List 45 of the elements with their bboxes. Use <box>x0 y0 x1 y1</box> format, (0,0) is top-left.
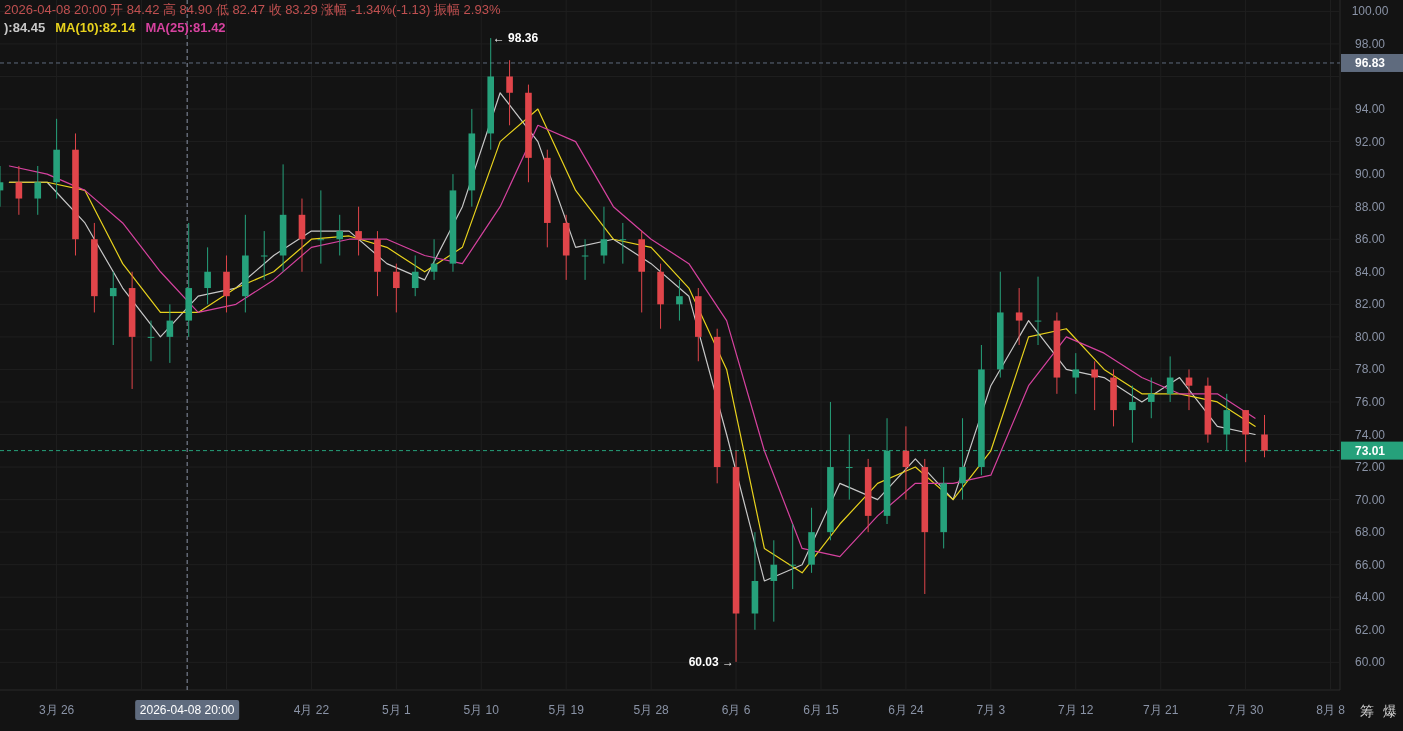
annotation: ):84.45 <box>4 20 46 35</box>
annotation: 2026-04-08 20:00 开 84.42 高 84.90 低 82.47 收 83.29 涨幅 -1.34%(-1.13) 振幅 2.93% <box>4 2 501 17</box>
y-tick-label: 92.00 <box>1354 134 1386 149</box>
x-tick-label: 7月 3 <box>976 703 1006 717</box>
y-tick-label: 90.00 <box>1354 167 1386 182</box>
y-tick-label: 82.00 <box>1354 297 1386 312</box>
annotation: 60.03 → <box>688 654 735 669</box>
y-tick-label: 72.00 <box>1354 460 1386 475</box>
x-tick-label: 6月 6 <box>721 703 751 717</box>
y-tick-label: 94.00 <box>1354 102 1386 117</box>
x-tick-label: 7月 21 <box>1143 703 1179 717</box>
y-tick-label: 60.00 <box>1354 655 1386 670</box>
y-tick-label: 98.00 <box>1354 36 1386 51</box>
annotation: ← 98.36 <box>492 31 539 46</box>
y-tick-label: 100.00 <box>1351 4 1389 19</box>
y-tick-label: 74.00 <box>1354 427 1386 442</box>
x-tick-label: 4月 22 <box>293 703 330 717</box>
ref-line-label: 2026-04-08 20:00 <box>139 703 235 717</box>
y-tick-label: 78.00 <box>1354 362 1386 377</box>
y-tick-label: 76.00 <box>1354 394 1386 409</box>
y-tick-label: 62.00 <box>1354 622 1386 637</box>
y-tick-label: 68.00 <box>1354 525 1386 540</box>
y-tick-label: 80.00 <box>1354 329 1386 344</box>
annotation: MA(25):81.42 <box>145 20 226 35</box>
x-tick-label: 5月 28 <box>633 703 670 717</box>
x-tick-label: 6月 15 <box>803 703 839 717</box>
x-tick-label: 3月 26 <box>38 703 75 717</box>
y-tick-label: 84.00 <box>1354 264 1386 279</box>
x-tick-label: 5月 1 <box>381 703 411 717</box>
x-tick-label: 6月 24 <box>888 703 924 717</box>
annotation: MA(10):82.14 <box>55 20 137 35</box>
y-tick-label: 88.00 <box>1354 199 1386 214</box>
ref-line-label: 73.01 <box>1354 443 1386 458</box>
y-tick-label: 66.00 <box>1354 557 1386 572</box>
ref-line-label: 96.83 <box>1354 55 1386 70</box>
x-tick-label: 8月 8 <box>1316 703 1346 717</box>
x-tick-label: 5月 19 <box>548 703 585 717</box>
x-tick-label: 7月 12 <box>1058 703 1094 717</box>
x-tick-label: 7月 30 <box>1227 703 1264 717</box>
y-tick-label: 86.00 <box>1354 232 1386 247</box>
x-tick-label: 5月 10 <box>463 703 500 717</box>
text: 爆 <box>1383 703 1397 719</box>
text: 筹 <box>1360 703 1374 719</box>
y-tick-label: 64.00 <box>1354 590 1386 605</box>
y-tick-label: 70.00 <box>1354 492 1386 507</box>
